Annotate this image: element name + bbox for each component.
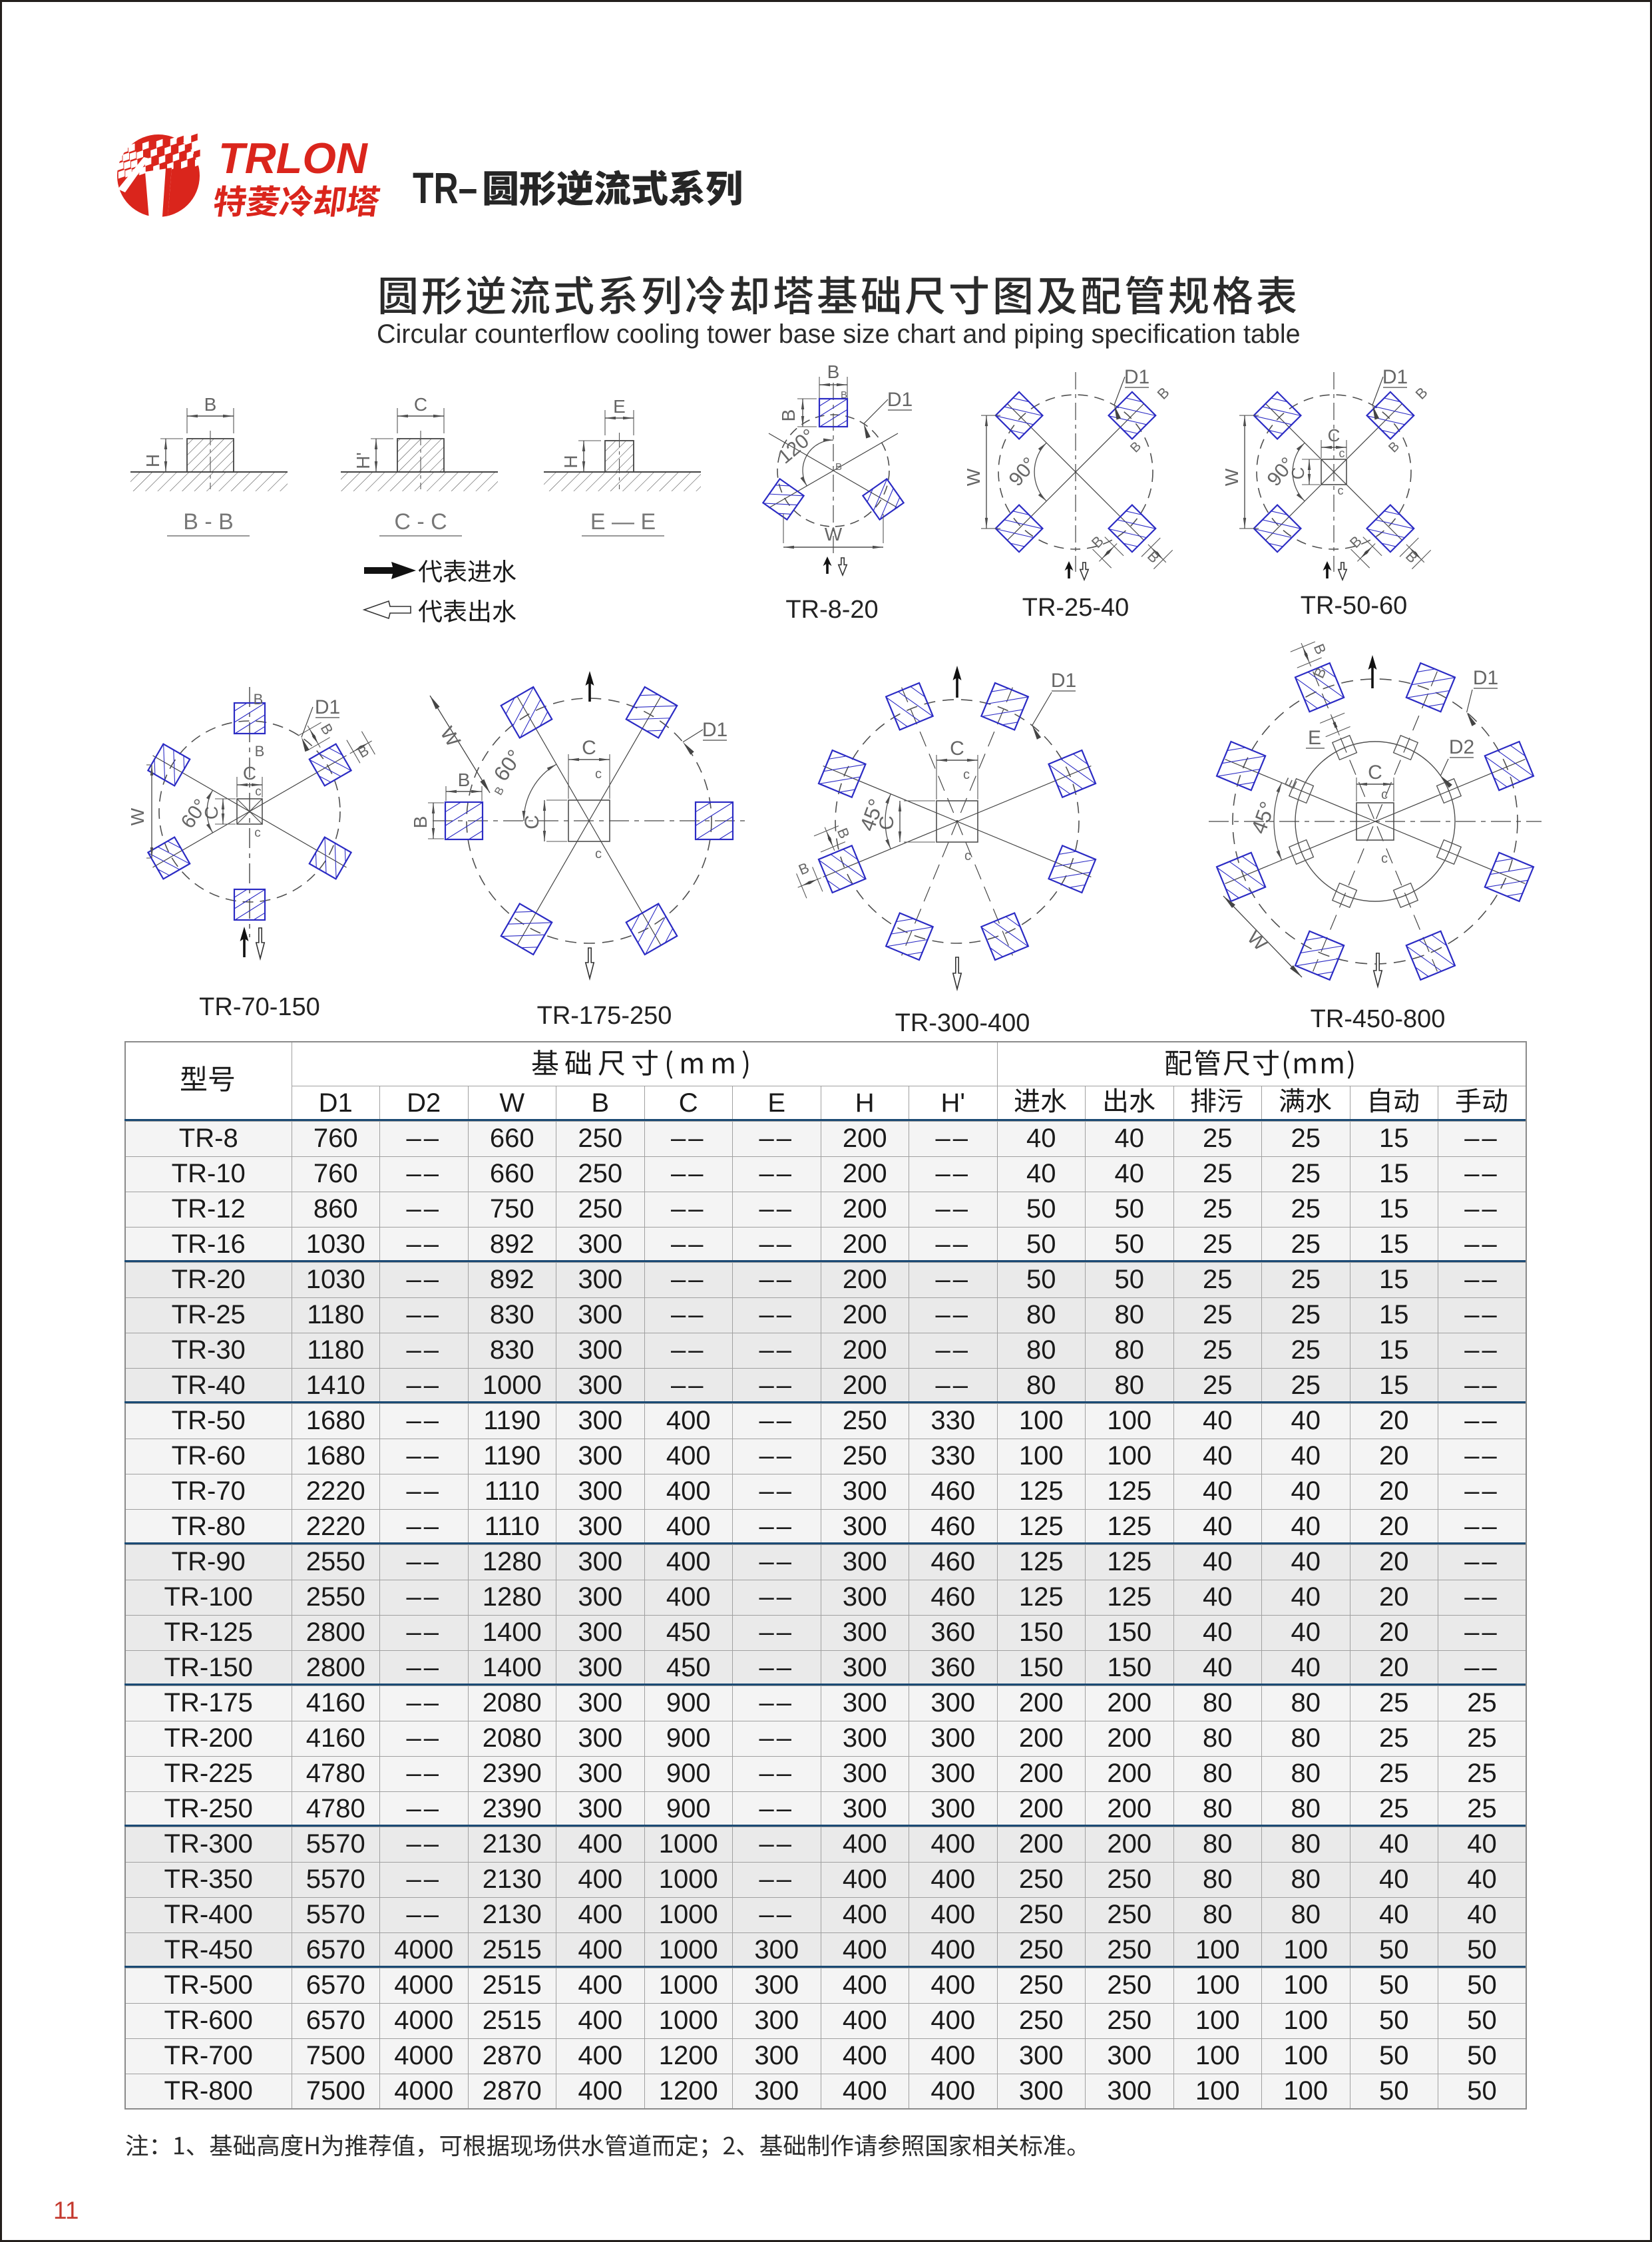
svg-text:B: B <box>827 361 840 382</box>
svg-text:B: B <box>796 859 811 879</box>
svg-text:C - C: C - C <box>394 509 447 535</box>
svg-text:D1: D1 <box>1473 667 1498 689</box>
svg-text:W: W <box>825 524 843 545</box>
svg-text:D1: D1 <box>1382 366 1408 388</box>
svg-text:E: E <box>1308 727 1321 749</box>
svg-text:B: B <box>1346 533 1365 551</box>
svg-text:B: B <box>778 409 799 422</box>
svg-text:W: W <box>1243 927 1272 956</box>
svg-text:c: c <box>595 847 602 861</box>
svg-text:TR-8-20: TR-8-20 <box>785 596 878 624</box>
svg-text:E: E <box>613 396 626 417</box>
svg-text:W: W <box>1221 468 1242 486</box>
svg-text:D1: D1 <box>1051 670 1076 692</box>
svg-text:D2: D2 <box>1449 736 1474 758</box>
svg-text:C: C <box>243 763 256 784</box>
svg-text:c: c <box>1339 447 1345 460</box>
svg-text:60°: 60° <box>489 746 526 785</box>
svg-text:D1: D1 <box>315 696 340 718</box>
svg-text:c: c <box>1338 484 1344 497</box>
svg-text:C: C <box>1368 762 1382 784</box>
svg-text:B: B <box>1128 439 1144 455</box>
svg-text:B: B <box>1144 548 1163 566</box>
svg-text:C: C <box>1328 425 1341 445</box>
svg-text:B: B <box>1402 548 1421 566</box>
svg-text:B - B: B - B <box>183 509 234 535</box>
svg-text:B: B <box>841 389 847 401</box>
svg-text:C: C <box>950 738 964 760</box>
svg-text:D1: D1 <box>1124 366 1149 388</box>
svg-text:B: B <box>410 816 431 829</box>
svg-text:W: W <box>436 723 465 751</box>
svg-text:c: c <box>1381 787 1388 802</box>
svg-text:C: C <box>414 394 427 415</box>
svg-text:D1: D1 <box>702 719 727 741</box>
svg-text:TR-450-800: TR-450-800 <box>1311 1005 1446 1033</box>
svg-text:B: B <box>835 461 842 473</box>
svg-text:B: B <box>204 394 217 415</box>
svg-text:B: B <box>1386 439 1402 455</box>
svg-text:c: c <box>964 849 971 863</box>
svg-text:C: C <box>876 815 898 830</box>
svg-text:B: B <box>1154 384 1173 403</box>
svg-text:B: B <box>1412 384 1431 403</box>
svg-text:c: c <box>595 767 602 782</box>
svg-text:H': H' <box>353 452 373 469</box>
svg-text:B: B <box>458 770 471 790</box>
svg-text:B: B <box>254 691 264 708</box>
svg-text:W: W <box>127 807 148 825</box>
svg-text:C: C <box>521 815 543 829</box>
svg-text:D1: D1 <box>887 389 913 411</box>
svg-text:H: H <box>142 454 163 467</box>
svg-text:c: c <box>1381 851 1388 866</box>
svg-text:TR-300-400: TR-300-400 <box>895 1009 1030 1037</box>
svg-text:B: B <box>1088 533 1107 551</box>
svg-text:C: C <box>201 806 222 819</box>
svg-text:120°: 120° <box>774 425 820 468</box>
svg-text:B: B <box>492 785 507 797</box>
svg-text:TR-70-150: TR-70-150 <box>199 993 320 1021</box>
svg-text:E — E: E — E <box>590 509 656 535</box>
svg-text:c: c <box>254 826 261 840</box>
svg-text:B: B <box>834 825 853 841</box>
svg-text:60°: 60° <box>177 795 212 833</box>
svg-text:TR-50-60: TR-50-60 <box>1301 592 1408 620</box>
svg-text:B: B <box>1311 641 1330 656</box>
svg-text:H: H <box>560 455 581 468</box>
svg-text:TR-175-250: TR-175-250 <box>537 1002 672 1030</box>
svg-text:B: B <box>255 743 265 760</box>
svg-text:c: c <box>255 785 262 799</box>
svg-text:90°: 90° <box>1004 453 1040 491</box>
svg-text:C: C <box>582 737 596 759</box>
svg-text:TR-25-40: TR-25-40 <box>1022 594 1130 622</box>
svg-text:c: c <box>963 768 970 782</box>
svg-text:90°: 90° <box>1263 453 1299 491</box>
svg-text:W: W <box>963 468 984 486</box>
